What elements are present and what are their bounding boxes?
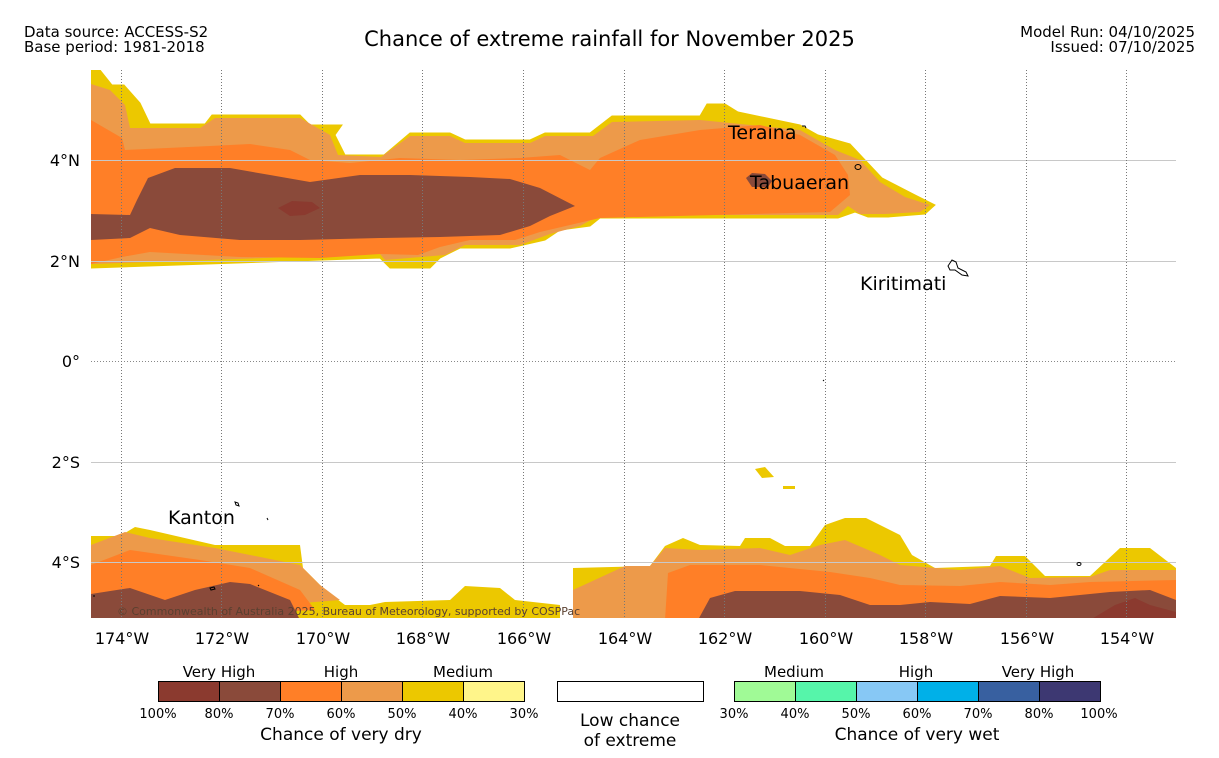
southeast-region-very-high	[699, 590, 1176, 618]
southwest-region-very-high	[91, 582, 299, 618]
lat-label-2s: 2°S	[52, 453, 80, 472]
dry-tick-100: 100%	[139, 707, 177, 722]
wet-tick-50: 50%	[841, 707, 871, 722]
wet-swatch-50-60	[856, 681, 918, 702]
lat-label-4n: 4°N	[50, 151, 80, 170]
lon-label-162w: 162°W	[698, 629, 753, 648]
lat-label-4s: 4°S	[52, 553, 80, 572]
small-patch-a	[755, 467, 774, 478]
map-title: Chance of extreme rainfall for November …	[364, 27, 855, 51]
lon-label-164w: 164°W	[598, 629, 653, 648]
dry-legend-title: Chance of very dry	[260, 725, 422, 745]
lon-label-160w: 160°W	[799, 629, 854, 648]
place-label-kanton: Kanton	[168, 507, 235, 529]
wet-tick-70: 70%	[963, 707, 993, 722]
model-run-label: Model Run: 04/10/2025	[1020, 23, 1195, 41]
longitude-labels: 174°W 172°W 170°W 168°W 166°W 164°W 162°…	[95, 629, 1155, 648]
wet-legend-title: Chance of very wet	[834, 725, 1000, 745]
island-outlines	[93, 125, 1082, 597]
dry-swatch-70-60	[280, 681, 342, 702]
latitude-labels: 4°N 2°N 0° 2°S 4°S	[50, 151, 80, 572]
place-labels: Teraina Tabuaeran Kiritimati Kanton	[168, 122, 946, 529]
lon-label-170w: 170°W	[296, 629, 351, 648]
dry-legend-head-very-high: Very High	[182, 663, 256, 681]
small-island-c	[1076, 562, 1082, 566]
lat-label-2n: 2°N	[50, 252, 80, 271]
dry-swatch-40-30	[463, 681, 525, 702]
longitude-grid-lines	[121, 70, 1127, 618]
small-island-a	[266, 517, 269, 521]
low-chance-label-line1: Low chance	[580, 711, 680, 731]
teraina-island	[802, 125, 807, 129]
wet-swatch-80-100	[1039, 681, 1101, 702]
lon-label-154w: 154°W	[1100, 629, 1155, 648]
copyright-notice: © Commonwealth of Australia 2025, Bureau…	[117, 605, 580, 618]
dry-tick-40: 40%	[448, 707, 478, 722]
small-island-b	[822, 379, 825, 382]
wet-tick-60: 60%	[902, 707, 932, 722]
data-source-label: Data source: ACCESS-S2	[24, 23, 209, 41]
dry-tick-30: 30%	[509, 707, 539, 722]
rainfall-probability-regions	[91, 70, 1176, 618]
wet-swatch-60-70	[917, 681, 979, 702]
wet-tick-80: 80%	[1024, 707, 1054, 722]
dry-tick-80: 80%	[204, 707, 234, 722]
small-island-d	[209, 586, 216, 591]
dry-legend-head-high: High	[323, 663, 359, 681]
dry-tick-60: 60%	[326, 707, 356, 722]
wet-legend-head-very-high: Very High	[1001, 663, 1075, 681]
dry-tick-50: 50%	[387, 707, 417, 722]
wet-swatch-70-80	[978, 681, 1040, 702]
latitude-grid-lines	[91, 160, 1176, 563]
low-chance-label-line2: of extreme	[583, 731, 677, 751]
wet-legend-head-medium: Medium	[764, 663, 824, 681]
wet-swatch-40-50	[795, 681, 857, 702]
place-label-kiritimati: Kiritimati	[860, 273, 946, 295]
kiritimati-island	[947, 259, 969, 277]
small-island-f	[257, 584, 260, 587]
north-region-very-high	[91, 168, 575, 240]
dry-tick-70: 70%	[265, 707, 295, 722]
lat-label-0: 0°	[62, 352, 80, 371]
tabuaeran-island	[854, 164, 862, 170]
dry-swatch-100-80	[158, 681, 220, 702]
issued-label: Issued: 07/10/2025	[1050, 38, 1195, 56]
wet-tick-40: 40%	[780, 707, 810, 722]
small-patch-b	[783, 486, 795, 489]
dry-swatch-50-40	[402, 681, 464, 702]
wet-legend-head-high: High	[898, 663, 934, 681]
lon-label-158w: 158°W	[899, 629, 954, 648]
north-region-extreme-spot	[278, 201, 320, 216]
southeast-region-extreme	[1093, 598, 1176, 618]
wet-tick-30: 30%	[719, 707, 749, 722]
lon-label-172w: 172°W	[195, 629, 250, 648]
tabuaeran-extreme-spot	[746, 173, 772, 187]
place-label-tabuaeran: Tabuaeran	[749, 172, 849, 194]
dry-legend-head-medium: Medium	[433, 663, 493, 681]
dry-swatch-60-50	[341, 681, 403, 702]
kanton-island	[234, 501, 240, 507]
lon-label-156w: 156°W	[1000, 629, 1055, 648]
base-period-label: Base period: 1981-2018	[24, 38, 205, 56]
wet-tick-100: 100%	[1080, 707, 1118, 722]
low-chance-swatch	[557, 681, 704, 702]
lon-label-168w: 168°W	[396, 629, 451, 648]
lon-label-166w: 166°W	[497, 629, 552, 648]
wet-swatch-30-40	[734, 681, 796, 702]
dry-swatch-80-70	[219, 681, 281, 702]
lon-label-174w: 174°W	[95, 629, 150, 648]
place-label-teraina: Teraina	[727, 122, 797, 144]
